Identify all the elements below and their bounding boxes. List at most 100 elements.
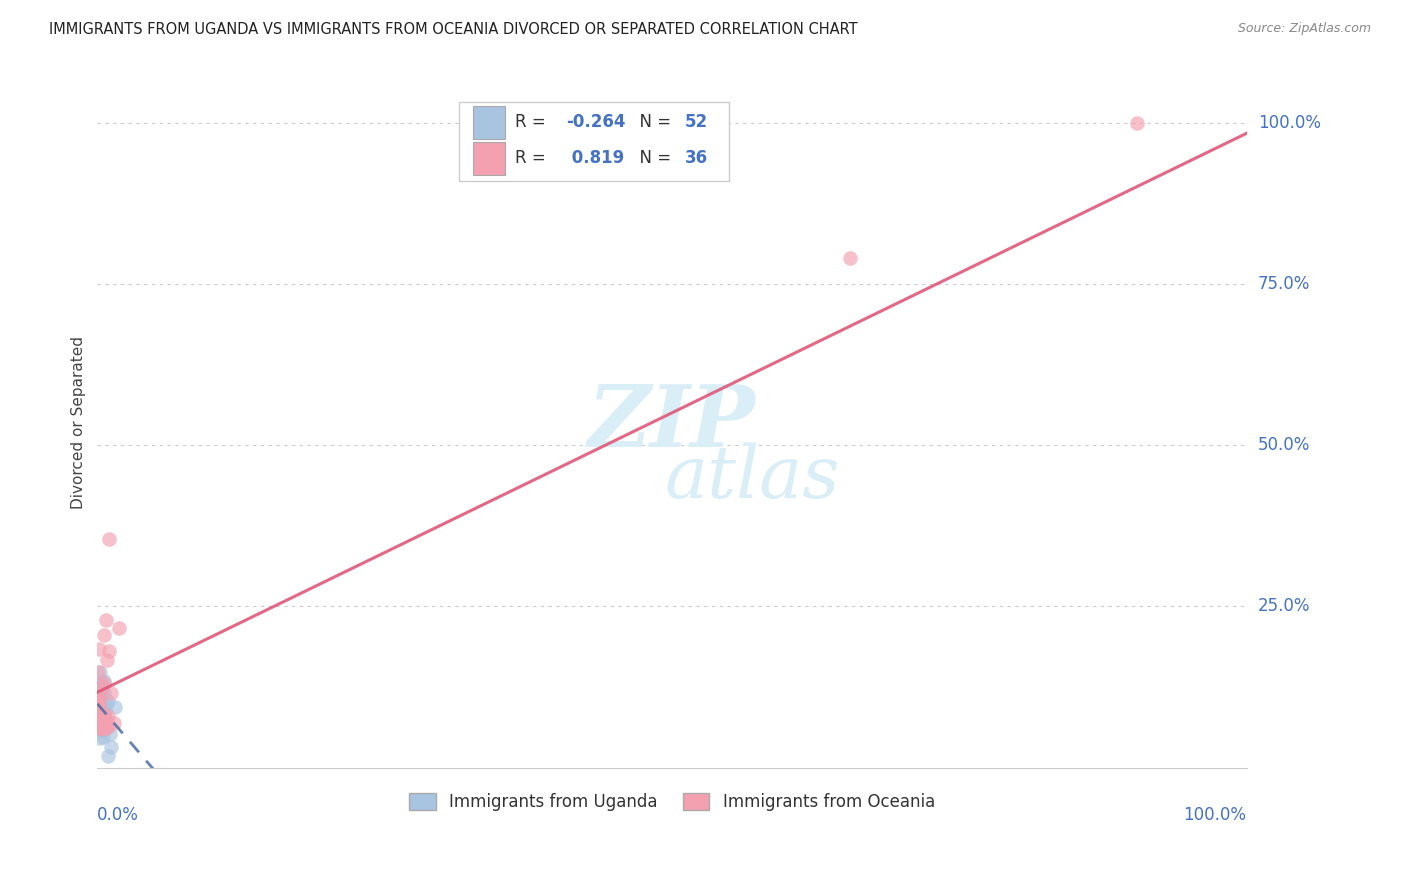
Point bbox=[87, 709, 110, 723]
Point bbox=[94, 613, 117, 627]
Point bbox=[90, 701, 112, 715]
Point bbox=[93, 673, 115, 688]
Point bbox=[96, 653, 118, 667]
Text: 0.819: 0.819 bbox=[567, 149, 624, 167]
Text: N =: N = bbox=[630, 113, 676, 131]
Point bbox=[90, 721, 112, 735]
Point bbox=[89, 697, 111, 711]
Point bbox=[89, 679, 111, 693]
Text: R =: R = bbox=[515, 149, 551, 167]
Point bbox=[93, 703, 115, 717]
Point bbox=[87, 702, 110, 716]
Point bbox=[87, 700, 110, 714]
Point bbox=[89, 702, 111, 716]
Point bbox=[87, 708, 110, 723]
Point bbox=[87, 693, 110, 707]
Point bbox=[87, 721, 110, 735]
Point bbox=[93, 675, 115, 690]
Point bbox=[90, 723, 112, 737]
Text: IMMIGRANTS FROM UGANDA VS IMMIGRANTS FROM OCEANIA DIVORCED OR SEPARATED CORRELAT: IMMIGRANTS FROM UGANDA VS IMMIGRANTS FRO… bbox=[49, 22, 858, 37]
Point bbox=[89, 690, 111, 705]
Point bbox=[87, 703, 110, 717]
Point bbox=[87, 700, 110, 714]
Point bbox=[104, 699, 127, 714]
Point bbox=[87, 717, 110, 731]
Point bbox=[839, 251, 862, 265]
Point bbox=[89, 701, 111, 715]
Text: ZIP: ZIP bbox=[588, 381, 756, 465]
Point bbox=[1126, 115, 1149, 129]
Point bbox=[94, 703, 117, 717]
Point bbox=[87, 642, 110, 657]
Point bbox=[86, 711, 108, 725]
Text: Source: ZipAtlas.com: Source: ZipAtlas.com bbox=[1237, 22, 1371, 36]
Point bbox=[96, 714, 118, 729]
Point bbox=[89, 693, 111, 707]
Point bbox=[86, 693, 108, 707]
Text: N =: N = bbox=[630, 149, 676, 167]
Point bbox=[89, 707, 111, 722]
Point bbox=[89, 706, 111, 720]
Point bbox=[89, 690, 111, 704]
Point bbox=[89, 698, 111, 713]
Point bbox=[87, 705, 110, 719]
Point bbox=[91, 697, 114, 711]
Point bbox=[98, 644, 121, 658]
Point bbox=[97, 719, 120, 733]
Point bbox=[97, 709, 120, 723]
Text: 100.0%: 100.0% bbox=[1184, 805, 1247, 823]
Point bbox=[86, 705, 108, 719]
Text: 0.0%: 0.0% bbox=[97, 805, 139, 823]
Point bbox=[93, 709, 115, 723]
Point bbox=[93, 710, 115, 724]
Point bbox=[100, 740, 122, 755]
Point bbox=[87, 693, 110, 707]
Text: 36: 36 bbox=[685, 149, 707, 167]
Point bbox=[97, 533, 120, 547]
Point bbox=[86, 693, 108, 707]
Point bbox=[107, 621, 129, 635]
Point bbox=[96, 721, 118, 735]
Point bbox=[93, 685, 115, 699]
Point bbox=[89, 706, 111, 721]
Point bbox=[89, 704, 111, 718]
Text: 100.0%: 100.0% bbox=[1258, 113, 1320, 132]
Point bbox=[87, 716, 110, 731]
Text: 25.0%: 25.0% bbox=[1258, 598, 1310, 615]
Point bbox=[96, 719, 118, 733]
Point bbox=[87, 701, 110, 715]
Point bbox=[87, 665, 110, 679]
Point bbox=[91, 681, 114, 696]
Legend: Immigrants from Uganda, Immigrants from Oceania: Immigrants from Uganda, Immigrants from … bbox=[402, 787, 942, 818]
Point bbox=[94, 698, 117, 713]
Text: -0.264: -0.264 bbox=[567, 113, 626, 131]
Point bbox=[103, 715, 125, 730]
Point bbox=[86, 711, 108, 725]
Point bbox=[87, 714, 110, 729]
FancyBboxPatch shape bbox=[460, 102, 730, 181]
Point bbox=[86, 692, 108, 706]
Point bbox=[90, 722, 112, 736]
Point bbox=[97, 694, 120, 708]
Point bbox=[86, 677, 108, 691]
Point bbox=[100, 685, 122, 699]
Point bbox=[89, 701, 111, 715]
Text: 52: 52 bbox=[685, 113, 707, 131]
Point bbox=[89, 665, 111, 679]
Point bbox=[87, 688, 110, 702]
Point bbox=[91, 716, 114, 731]
Text: atlas: atlas bbox=[665, 442, 841, 513]
Point bbox=[93, 628, 115, 642]
Point bbox=[90, 707, 112, 722]
Point bbox=[90, 699, 112, 714]
Point bbox=[89, 690, 111, 704]
Point bbox=[86, 690, 108, 705]
Point bbox=[90, 723, 112, 738]
Point bbox=[89, 731, 111, 745]
Text: 75.0%: 75.0% bbox=[1258, 275, 1310, 293]
Bar bbox=[474, 142, 505, 175]
Point bbox=[90, 706, 112, 721]
Point bbox=[98, 726, 121, 740]
Point bbox=[91, 706, 114, 721]
Point bbox=[91, 679, 114, 693]
